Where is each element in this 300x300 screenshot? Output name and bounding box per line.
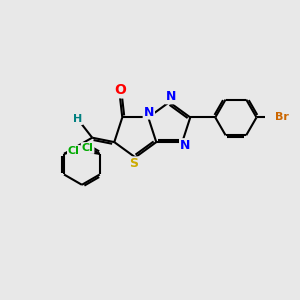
Text: N: N bbox=[180, 139, 190, 152]
Text: O: O bbox=[114, 83, 126, 97]
Text: N: N bbox=[144, 106, 154, 118]
Text: Cl: Cl bbox=[68, 146, 80, 156]
Text: Cl: Cl bbox=[82, 143, 94, 153]
Text: Br: Br bbox=[275, 112, 290, 122]
Text: N: N bbox=[166, 90, 176, 104]
Text: H: H bbox=[73, 114, 82, 124]
Text: S: S bbox=[129, 157, 138, 170]
